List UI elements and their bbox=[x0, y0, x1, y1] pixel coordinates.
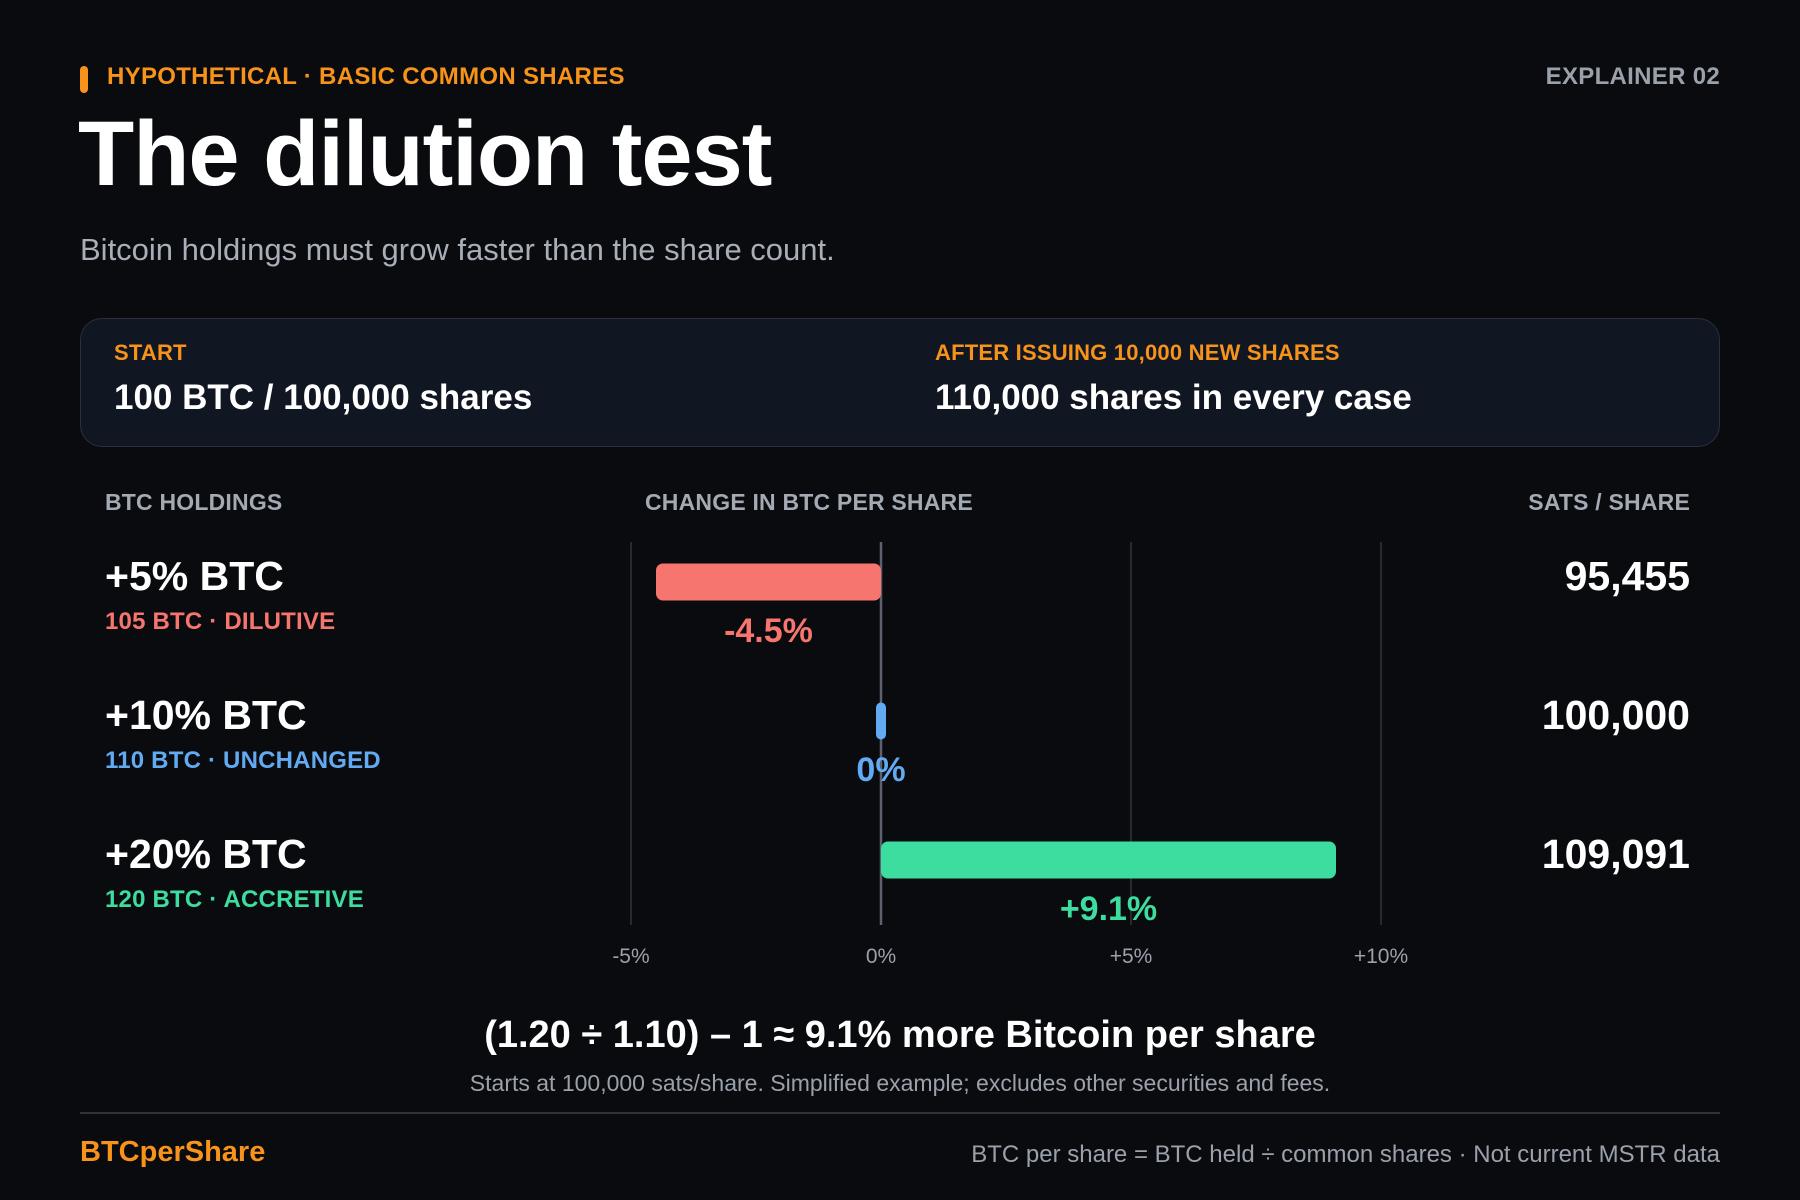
bar-1 bbox=[656, 563, 881, 601]
start-label: START bbox=[114, 340, 187, 365]
x-tick-label: +10% bbox=[1354, 945, 1408, 968]
x-tick-label: 0% bbox=[866, 945, 896, 968]
row-sub-10pct: 110 BTC · UNCHANGED bbox=[105, 747, 381, 774]
footnote-text: Starts at 100,000 sats/share. Simplified… bbox=[469, 1070, 1331, 1096]
row-title-5pct: +5% BTC bbox=[105, 553, 284, 599]
after-value: 110,000 shares in every case bbox=[935, 378, 1412, 417]
row-title-10pct: +10% BTC bbox=[105, 692, 307, 738]
column-header-sats: SATS / SHARE bbox=[1528, 489, 1690, 515]
sats-value-10pct: 100,000 bbox=[1541, 692, 1690, 738]
kicker-accent-bar bbox=[80, 66, 88, 93]
x-tick-label: -5% bbox=[612, 945, 649, 968]
footer-divider bbox=[80, 1112, 1720, 1114]
bar-2 bbox=[876, 702, 886, 740]
summary-card bbox=[80, 318, 1720, 447]
row-title-20pct: +20% BTC bbox=[105, 831, 307, 877]
start-value: 100 BTC / 100,000 shares bbox=[114, 378, 533, 417]
after-label: AFTER ISSUING 10,000 NEW SHARES bbox=[935, 340, 1340, 365]
page-subtitle: Bitcoin holdings must grow faster than t… bbox=[80, 232, 835, 267]
page-title: The dilution test bbox=[78, 103, 772, 205]
bar-value-label: -4.5% bbox=[724, 612, 813, 650]
bar-value-label: +9.1% bbox=[1060, 890, 1157, 928]
change-bar-chart: -5% 0% +5% +10% -4.5% 0% +9.1% bbox=[612, 542, 1408, 968]
kicker-label: HYPOTHETICAL · BASIC COMMON SHARES bbox=[107, 63, 625, 90]
formula-text: (1.20 ÷ 1.10) – 1 ≈ 9.1% more Bitcoin pe… bbox=[484, 1014, 1316, 1056]
brand-logo-text: BTCperShare bbox=[80, 1136, 266, 1168]
column-header-change: CHANGE IN BTC PER SHARE bbox=[645, 489, 973, 515]
sats-value-20pct: 109,091 bbox=[1541, 831, 1690, 877]
bar-3 bbox=[881, 841, 1336, 879]
footer-note: BTC per share = BTC held ÷ common shares… bbox=[971, 1141, 1720, 1168]
sats-value-5pct: 95,455 bbox=[1564, 553, 1690, 599]
column-header-holdings: BTC HOLDINGS bbox=[105, 489, 283, 515]
bar-value-label: 0% bbox=[856, 751, 905, 789]
x-tick-label: +5% bbox=[1110, 945, 1153, 968]
explainer-label: EXPLAINER 02 bbox=[1545, 63, 1720, 90]
row-sub-20pct: 120 BTC · ACCRETIVE bbox=[105, 886, 364, 913]
row-sub-5pct: 105 BTC · DILUTIVE bbox=[105, 608, 336, 635]
